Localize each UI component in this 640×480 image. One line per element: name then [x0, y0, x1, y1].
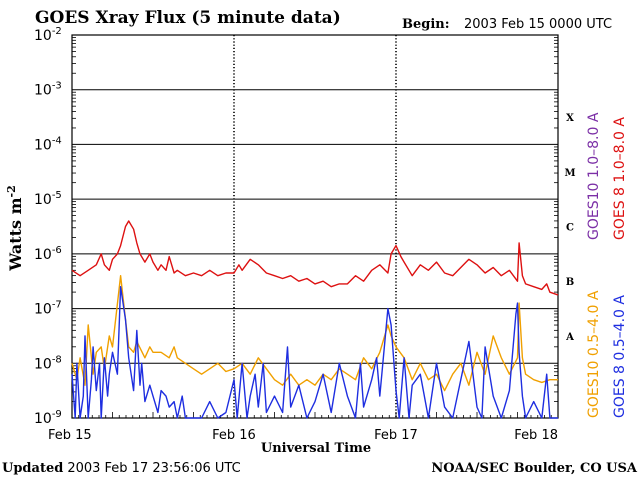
y-tick-label: 10-9 [34, 409, 62, 427]
chart-title: GOES Xray Flux (5 minute data) [35, 8, 341, 28]
footer-updated: Updated 2003 Feb 17 23:56:06 UTC [2, 461, 241, 476]
y-axis-label: Watts m-2 [5, 185, 25, 271]
legend-entry: GOES 8 1.0–8.0 A [612, 117, 628, 240]
y-tick-label: 10-7 [34, 300, 62, 318]
y-tick-label: 10-5 [34, 190, 62, 208]
legend: GOES10 1.0–8.0 A GOES 8 1.0–8.0 A GOES10 0… [586, 112, 628, 418]
flare-class-label: C [566, 223, 574, 234]
y-axis-ticks: 10-2 10-3 10-4 10-5 10-6 10-7 10-8 10-9 [34, 26, 62, 427]
y-tick-label: 10-8 [34, 354, 62, 372]
footer-source: NOAA/SEC Boulder, CO USA [431, 461, 638, 476]
series-line [71, 275, 558, 392]
series-line [71, 220, 559, 296]
flare-class-label: B [566, 277, 574, 288]
flare-class-label: A [565, 332, 574, 343]
series-line [71, 286, 558, 419]
legend-entry: GOES 8 0.5–4.0 A [612, 295, 628, 418]
x-tick-label: Feb 15 [48, 428, 92, 443]
flare-class-labels: X M C B A [564, 113, 575, 343]
y-tick-label: 10-2 [34, 26, 62, 44]
x-tick-label: Feb 16 [212, 428, 256, 443]
flare-class-label: X [566, 113, 574, 124]
x-tick-label: Feb 17 [374, 428, 418, 443]
legend-entry: GOES10 1.0–8.0 A [586, 112, 602, 240]
x-axis-label: Universal Time [261, 441, 371, 456]
flare-class-label: M [564, 168, 575, 179]
begin-label: Begin: [402, 17, 450, 32]
x-tick-label: Feb 18 [514, 428, 558, 443]
y-tick-label: 10-4 [34, 135, 62, 153]
series-layer [71, 220, 559, 419]
legend-entry: GOES10 0.5–4.0 A [586, 290, 602, 418]
y-tick-label: 10-3 [34, 81, 62, 99]
x-axis-ticks: Feb 15 Feb 16 Feb 17 Feb 18 [48, 428, 558, 443]
y-tick-label: 10-6 [34, 245, 62, 263]
plot-frame [71, 34, 559, 419]
begin-value: 2003 Feb 15 0000 UTC [464, 17, 612, 32]
